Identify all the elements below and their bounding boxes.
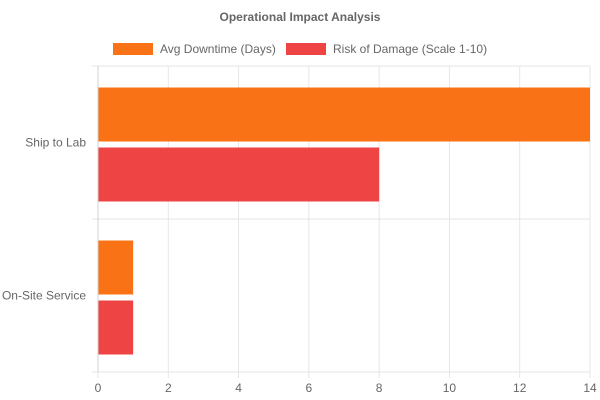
bars [98, 87, 591, 355]
x-tick-label: 2 [165, 381, 172, 395]
bar-ship-to-lab-series-2[interactable] [98, 147, 380, 202]
legend-label-1[interactable]: Avg Downtime (Days) [160, 42, 276, 56]
legend: Avg Downtime (Days) Risk of Damage (Scale… [113, 42, 487, 56]
x-axis-ticks: 0 2 4 6 8 10 12 14 [95, 381, 597, 395]
x-tick-label: 0 [95, 381, 102, 395]
legend-swatch-1[interactable] [113, 43, 153, 55]
x-tick-label: 14 [583, 381, 597, 395]
x-tick-label: 6 [306, 381, 313, 395]
x-tick-label: 12 [513, 381, 527, 395]
chart-title: Operational Impact Analysis [220, 10, 381, 24]
bar-on-site-service-series-1[interactable] [98, 240, 134, 295]
bar-on-site-service-series-2[interactable] [98, 300, 134, 355]
legend-label-2[interactable]: Risk of Damage (Scale 1-10) [333, 42, 487, 56]
y-category-label: On-Site Service [2, 289, 86, 303]
bar-ship-to-lab-series-1[interactable] [98, 87, 591, 142]
x-tick-label: 10 [443, 381, 457, 395]
legend-swatch-2[interactable] [286, 43, 326, 55]
y-axis-ticks: Ship to Lab On-Site Service [2, 136, 86, 303]
x-tick-label: 8 [376, 381, 383, 395]
y-category-label: Ship to Lab [25, 136, 86, 150]
x-tick-label: 4 [235, 381, 242, 395]
